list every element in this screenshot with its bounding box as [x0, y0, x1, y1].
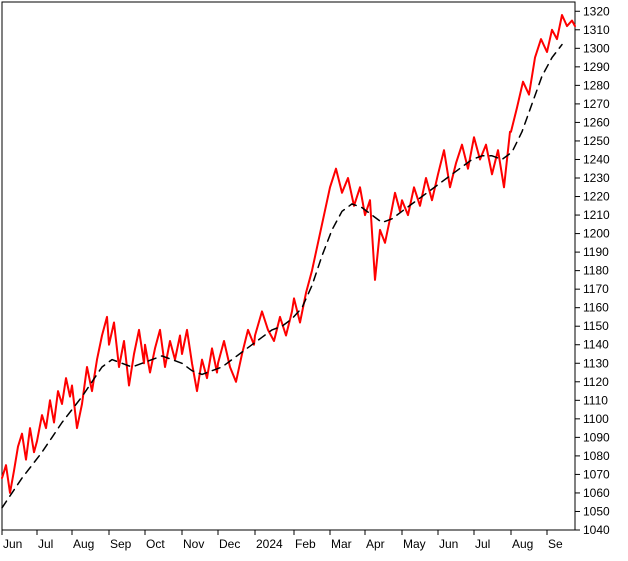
y-tick-label: 1180 [583, 264, 609, 278]
x-tick-label: Aug [73, 537, 94, 551]
x-tick-label: Apr [366, 537, 385, 551]
y-tick-label: 1310 [583, 23, 610, 37]
x-tick-label: Aug [512, 537, 533, 551]
x-tick-label: Jul [38, 537, 53, 551]
plot-border [2, 2, 575, 530]
y-tick-label: 1110 [583, 393, 608, 407]
y-tick-label: 1040 [583, 523, 610, 537]
x-tick-label: Feb [295, 537, 316, 551]
x-tick-label: Jun [439, 537, 458, 551]
y-tick-label: 1090 [583, 430, 610, 444]
y-tick-label: 1070 [583, 467, 610, 481]
chart-svg: 1040 1050 1060 1070 1080 1090 1100 1110 1120 1130… [0, 0, 628, 561]
x-tick-label: Dec [219, 537, 240, 551]
y-tick-label: 1160 [583, 301, 609, 315]
y-tick-label: 1300 [583, 41, 610, 55]
x-tick-label: 2024 [256, 537, 283, 551]
y-tick-label: 1290 [583, 60, 610, 74]
x-tick-label: Oct [146, 537, 165, 551]
y-tick-label: 1060 [583, 486, 610, 500]
y-tick-label: 1320 [583, 4, 610, 18]
y-tick-label: 1140 [583, 338, 609, 352]
y-tick-label: 1190 [583, 245, 609, 259]
y-tick-label: 1230 [583, 171, 610, 185]
y-tick-label: 1220 [583, 190, 610, 204]
y-tick-label: 1120 [583, 375, 609, 389]
x-tick-label: Jul [475, 537, 490, 551]
y-tick-label: 1260 [583, 115, 610, 129]
y-tick-label: 1170 [583, 282, 609, 296]
y-tick-label: 1240 [583, 152, 610, 166]
y-tick-label: 1050 [583, 504, 610, 518]
y-tick-label: 1100 [583, 412, 609, 426]
y-tick-label: 1080 [583, 449, 610, 463]
y-tick-label: 1130 [583, 356, 609, 370]
x-tick-label: Sep [110, 537, 132, 551]
y-tick-label: 1280 [583, 78, 610, 92]
y-tick-label: 1210 [583, 208, 610, 222]
x-tick-label: Mar [331, 537, 352, 551]
y-tick-label: 1270 [583, 97, 610, 111]
x-tick-label: May [403, 537, 426, 551]
y-tick-label: 1150 [583, 319, 609, 333]
y-tick-label: 1250 [583, 134, 610, 148]
y-tick-label: 1200 [583, 227, 610, 241]
x-tick-label: Nov [183, 537, 204, 551]
price-chart: 1040 1050 1060 1070 1080 1090 1100 1110 1120 1130… [0, 0, 628, 561]
x-tick-label: Jun [3, 537, 22, 551]
x-tick-label: Se [548, 537, 563, 551]
